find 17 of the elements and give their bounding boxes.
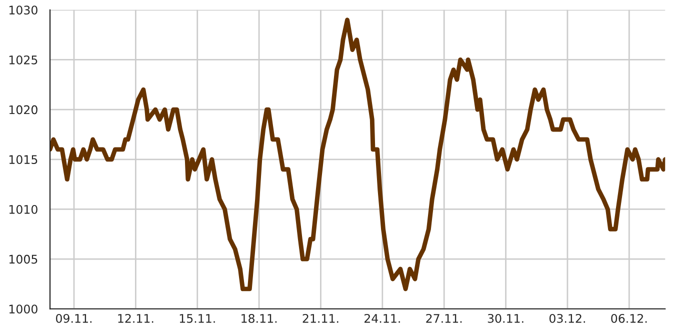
x-tick-label: 30.11. — [488, 314, 524, 323]
y-tick-label: 1015 — [9, 155, 38, 164]
x-tick-label: 12.11. — [118, 314, 154, 323]
x-tick-label: 15.11. — [180, 314, 215, 323]
x-tick-label: 18.11. — [242, 314, 277, 323]
x-tick-label: 27.11. — [426, 314, 462, 323]
x-tick-label: 21.11. — [302, 314, 338, 323]
y-tick-label: 1030 — [9, 6, 38, 15]
y-tick-label: 1005 — [9, 254, 38, 264]
y-tick-label: 1010 — [9, 204, 38, 214]
y-tick-label: 1020 — [9, 105, 38, 114]
x-tick-label: 24.11. — [364, 314, 400, 323]
x-tick-label: 06.12. — [611, 314, 647, 323]
y-tick-label: 1000 — [9, 304, 38, 314]
y-tick-label: 1025 — [9, 55, 38, 64]
x-tick-label: 09.11. — [56, 314, 92, 323]
x-tick-label: 03.12. — [549, 314, 585, 323]
